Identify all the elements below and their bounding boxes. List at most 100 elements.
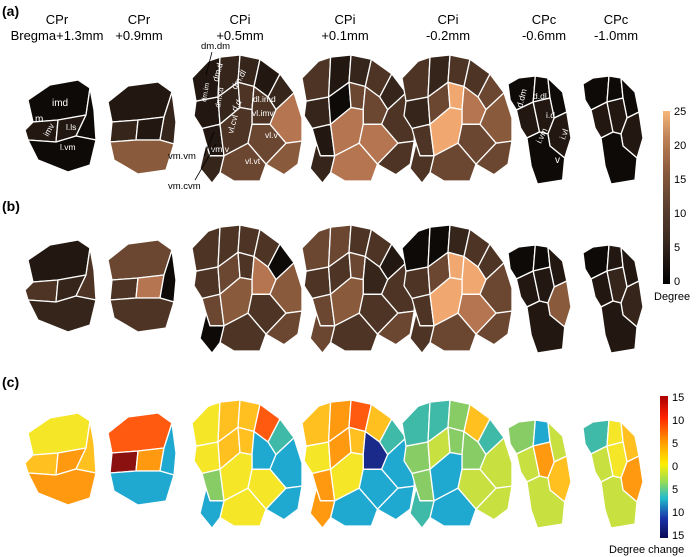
slice-b-col1-region-2	[24, 279, 59, 303]
slice-c-col2-region-5	[109, 470, 175, 506]
cb1-tick-10: 10	[674, 208, 686, 220]
cb1-tick-15: 15	[674, 174, 686, 186]
cb2-tick-3: 5	[672, 438, 678, 450]
col-6-coord: -0.6mm	[522, 28, 566, 43]
slice-c-col3	[191, 399, 303, 529]
slice-c-col3-region-1	[191, 401, 221, 447]
slice-a-col1	[24, 79, 97, 173]
slice-b-col5-region-8	[447, 251, 465, 281]
cb2-title: Degree change	[609, 544, 684, 556]
slice-a-col4	[301, 54, 415, 184]
slice-b-col3	[191, 224, 303, 354]
slice-c-col5-region-8	[447, 426, 465, 456]
slice-c-col1	[24, 412, 97, 506]
slice-b-col5-region-1	[401, 226, 431, 272]
cb2-tick-4: 0	[672, 461, 678, 473]
slice-c-col5-region-14	[475, 485, 513, 521]
slice-b-col1-region-5	[27, 295, 97, 333]
panel-b-label: (b)	[2, 198, 20, 214]
slice-b-col4-region-14	[376, 310, 415, 346]
col-5-name: CPi	[438, 12, 459, 27]
anno-vmvm-line	[203, 131, 215, 157]
annotation-callouts: dm.dm vm.vm vm.cvm	[168, 41, 230, 192]
panel-a-label: (a)	[2, 3, 19, 19]
colorbar-change: 15 10 5 0 5 10 15 Degree change	[609, 392, 684, 556]
label-vlv: vl.v	[265, 130, 279, 140]
slice-c-col2-region-3	[135, 447, 165, 472]
colorbar-change-bar	[660, 396, 668, 538]
slice-b-col1-region-4	[75, 247, 97, 301]
slice-a-col7	[582, 75, 644, 185]
slice-a-col5-region-1	[401, 56, 431, 102]
slice-a-col3	[191, 54, 303, 184]
slice-b-col5-region-14	[475, 310, 513, 346]
slice-a-col1-region-4	[75, 87, 97, 141]
label-id: i.d	[546, 110, 555, 120]
slice-b-col4-region-8	[348, 251, 366, 281]
slice-c-col2	[107, 412, 177, 506]
cb1-tick-20: 20	[674, 140, 686, 152]
slice-b-col6-region-7	[526, 300, 566, 354]
slice-a-col5-region-16	[409, 142, 435, 184]
slice-b-col1	[24, 239, 97, 333]
slice-b-col7-region-7	[600, 300, 638, 354]
slice-b-col4-region-16	[309, 312, 336, 354]
cb2-tick-6: 10	[672, 507, 684, 519]
col-3-coord: +0.5mm	[216, 28, 263, 43]
label-dmcd: dm.cd	[213, 87, 225, 109]
slice-c-col6	[507, 419, 572, 529]
slice-b-col4-region-1	[301, 226, 332, 272]
anno-vmcvm: vm.cvm	[168, 181, 201, 192]
slice-b-col5-region-16	[409, 312, 435, 354]
slice-a-col2-region-4	[159, 91, 177, 145]
col-4-name: CPi	[335, 12, 356, 27]
slice-c-col1-region-5	[27, 468, 97, 506]
label-vlvt: vl.vt	[245, 156, 261, 166]
colorbar-degree-bar	[663, 111, 670, 284]
slice-c-col5	[401, 399, 513, 529]
slice-a-col2	[107, 81, 177, 175]
slice-c-col5-region-16	[409, 487, 435, 529]
col-5-coord: -0.2mm	[426, 28, 470, 43]
column-headers: CPr Bregma+1.3mm CPr +0.9mm CPi +0.5mm C…	[11, 12, 638, 43]
slice-a-col6	[507, 75, 572, 185]
slice-c-col7-region-7	[600, 475, 638, 529]
slice-c-col3-region-16	[199, 487, 225, 529]
slice-b-col2-region-4	[159, 249, 177, 303]
slice-a-col2-region-3	[135, 116, 165, 141]
slice-a-col2-region-1	[107, 81, 173, 123]
slice-b-col3-region-8	[237, 251, 255, 281]
col-1-coord: Bregma+1.3mm	[11, 28, 104, 43]
slice-b-col5	[401, 224, 513, 354]
cb1-tick-0: 0	[674, 276, 680, 288]
slice-a-col3-region-16	[199, 142, 225, 184]
slice-b-col4-region-6	[303, 266, 332, 300]
label-dlimd: dl.imd	[253, 94, 276, 104]
slice-b-col3-region-6	[193, 266, 221, 300]
cb1-title: Degree	[654, 291, 690, 303]
slice-b-col7	[582, 244, 644, 354]
colorbar-degree: 25 20 15 10 5 0 Degree	[654, 106, 690, 303]
slice-b-col2-region-1	[107, 239, 173, 281]
col-2-coord: +0.9mm	[115, 28, 162, 43]
cb2-tick-2: 10	[672, 415, 684, 427]
slice-c-col4-region-8	[348, 426, 366, 456]
label-vmv: vm.v	[211, 144, 230, 154]
slice-a-col5	[401, 54, 513, 184]
brain-slices	[24, 54, 644, 529]
col-7-name: CPc	[604, 12, 629, 27]
col-7-coord: -1.0mm	[594, 28, 638, 43]
label-ddm: d.dm	[514, 88, 529, 109]
label-lls: l.ls	[66, 122, 76, 132]
slice-a-col4-region-1	[301, 56, 332, 102]
col-1-name: CPr	[46, 12, 69, 27]
slice-c-col4-region-16	[309, 487, 336, 529]
slice-b-col3-region-1	[191, 226, 221, 272]
cb2-tick-1: 15	[672, 392, 684, 404]
slice-a-col7-region-7	[600, 131, 638, 185]
slice-a-col4-region-8	[348, 81, 366, 111]
label-m: m	[35, 114, 43, 125]
slice-a-col2-region-5	[109, 139, 175, 175]
slice-a-col4-region-6	[303, 96, 332, 130]
